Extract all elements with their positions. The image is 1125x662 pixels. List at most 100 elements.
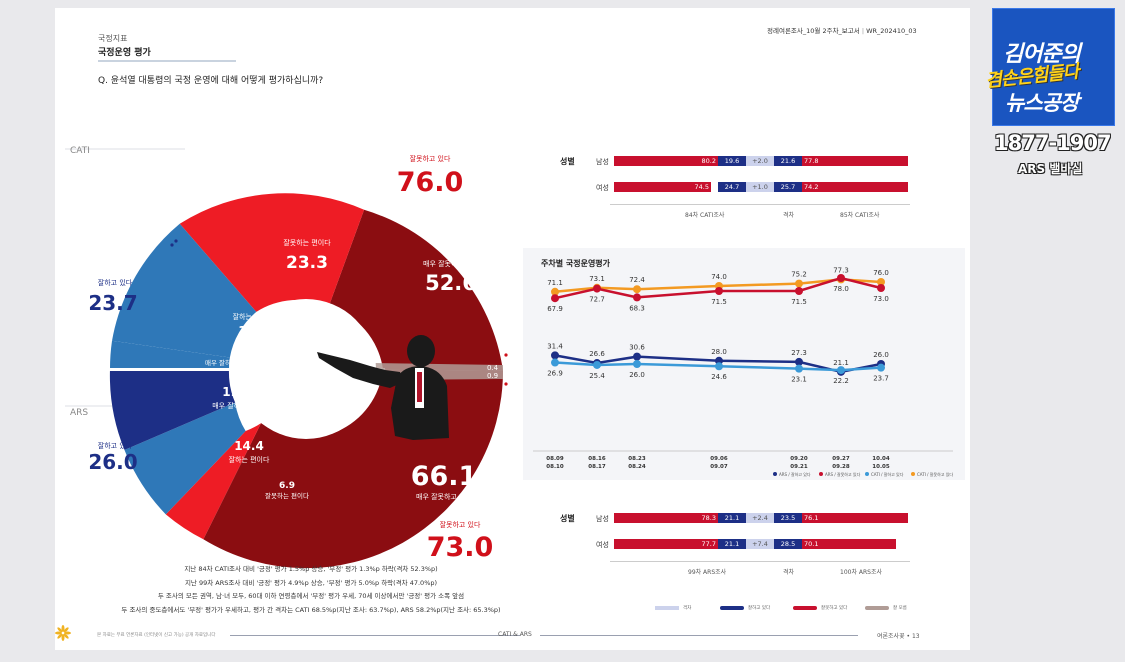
data-label: 23.7 bbox=[873, 375, 889, 383]
footer-disclaimer: 본 자료는 무료 언론자료 (인터넷이 신고 가능) 공개 자료입니다 bbox=[97, 633, 216, 638]
report-ref-name: 정례여론조사_10월 2주차_보고서 bbox=[767, 27, 860, 35]
ars-very-pos-value: 11.7 bbox=[222, 385, 252, 399]
x-tick-label: 08.23 bbox=[628, 456, 646, 462]
data-label: 30.6 bbox=[629, 344, 645, 352]
cati-some-neg-value: 23.3 bbox=[286, 253, 328, 273]
data-point bbox=[551, 287, 559, 296]
data-label: 26.9 bbox=[547, 370, 563, 378]
legend-gap-swatch bbox=[655, 606, 679, 610]
cati-dk-label: 잘 모름 bbox=[512, 364, 525, 372]
data-point bbox=[795, 287, 803, 295]
cati-very-pos-label: 매우 잘하고 있다 bbox=[205, 358, 251, 367]
data-label: 72.4 bbox=[629, 276, 645, 284]
data-point bbox=[633, 352, 641, 361]
bar-female: 77.7 21.1 +7.4 28.5 70.1 bbox=[614, 539, 960, 549]
section-label: 국정지표 bbox=[98, 34, 128, 43]
x-tick-label: 09.28 bbox=[832, 464, 850, 470]
gender-panel-ars: 성별 남성 여성 78.3 21.1 +2.4 23.5 76.1 77.7 2… bbox=[510, 505, 910, 585]
cati-label: CATI bbox=[70, 146, 90, 156]
data-label: 24.6 bbox=[711, 373, 727, 381]
data-label: 71.5 bbox=[791, 298, 807, 306]
data-point bbox=[877, 363, 885, 372]
male-left-pos: 19.6 bbox=[718, 156, 746, 166]
legend-pos-swatch bbox=[720, 606, 744, 610]
legend-swatch bbox=[819, 472, 823, 476]
ars-very-neg-label: 매우 잘못하고 있다 bbox=[416, 492, 473, 501]
ars-very-pos-label: 매우 잘하고 있다 bbox=[212, 401, 262, 410]
note-line: 지난 99차 ARS조사 대비 '긍정' 평가 4.9%p 상승, '부정' 평… bbox=[184, 578, 438, 587]
trend-line-chart: 71.1 73.1 72.4 74.0 75.2 77.3 76.0 67.9 72.7 68.3… bbox=[533, 266, 953, 477]
report-ref-code: WR_202410_03 bbox=[866, 27, 917, 35]
x-tick-label: 10.05 bbox=[872, 464, 890, 470]
male-right-neg: 76.1 bbox=[802, 513, 908, 523]
data-point bbox=[551, 358, 559, 367]
gender-row-male-name: 남성 bbox=[596, 158, 609, 166]
legend-dk-swatch bbox=[865, 606, 889, 610]
legend-label: CATI / 잘못하고 있다 bbox=[917, 471, 953, 477]
ars-neg-total-value: 73.0 bbox=[427, 532, 494, 563]
ars-some-neg-value: 6.9 bbox=[279, 481, 295, 491]
data-label: 26.0 bbox=[629, 371, 645, 379]
x-tick-label: 10.04 bbox=[872, 456, 890, 462]
gender-panel-cati: 성별 남성 여성 80.2 19.6 +2.0 21.6 77.8 74.5 2… bbox=[510, 148, 910, 228]
data-point bbox=[837, 274, 845, 282]
title-underline bbox=[98, 60, 236, 62]
bar-female: 74.5 24.7 +1.0 25.7 74.2 bbox=[614, 182, 960, 192]
data-point bbox=[877, 278, 885, 286]
cati-pos-total-value: 23.7 bbox=[88, 291, 137, 315]
female-left-pos: 21.1 bbox=[718, 539, 746, 549]
ars-some-pos-value: 14.4 bbox=[234, 439, 264, 453]
bar-male: 78.3 21.1 +2.4 23.5 76.1 bbox=[614, 513, 960, 523]
female-diff: +1.0 bbox=[746, 182, 774, 192]
cati-pos-total-label: 잘하고 있다 bbox=[98, 278, 133, 287]
footer-mid: 격차 bbox=[783, 212, 795, 219]
data-label: 78.0 bbox=[833, 285, 849, 293]
female-left-neg: 77.7 bbox=[614, 539, 718, 549]
legend-label: ARS / 잘하고 있다 bbox=[779, 471, 811, 477]
data-label: 67.9 bbox=[547, 305, 563, 313]
female-left-neg: 74.5 bbox=[614, 182, 711, 192]
data-label: 31.4 bbox=[547, 342, 563, 350]
cati-some-pos-label: 잘하는 편이다 bbox=[233, 312, 274, 321]
male-diff: +2.0 bbox=[746, 156, 774, 166]
gender-row-male-name: 남성 bbox=[596, 515, 609, 523]
channel-sub: ARS 밸바실 bbox=[1018, 162, 1083, 176]
footer-flower-logo bbox=[55, 625, 71, 641]
gender-label: 성별 bbox=[560, 514, 575, 523]
data-label: 27.3 bbox=[791, 349, 807, 357]
data-point bbox=[715, 287, 723, 295]
male-left-neg: 78.3 bbox=[614, 513, 718, 523]
cati-very-negative-segment bbox=[328, 209, 503, 371]
gender-label: 성별 bbox=[560, 157, 575, 166]
legend-label: CATI / 잘하고 있다 bbox=[871, 471, 904, 477]
note-line: 지난 84차 CATI조사 대비 '긍정' 평가 1.5%p 상승, '부정' … bbox=[184, 565, 438, 573]
female-diff: +7.4 bbox=[746, 539, 774, 549]
channel-line3: 뉴스공장 bbox=[1005, 91, 1079, 115]
note-line: 두 조사의 중도층에서도 '부정' 평가가 우세하고, 평가 간 격차는 CAT… bbox=[121, 605, 501, 614]
data-label: 74.0 bbox=[711, 273, 727, 281]
data-point bbox=[633, 285, 641, 294]
x-tick-label: 09.21 bbox=[790, 464, 808, 470]
cati-some-pos-value: 17.5 bbox=[238, 324, 268, 338]
data-label: 26.0 bbox=[873, 351, 889, 359]
x-tick-label: 08.24 bbox=[628, 464, 646, 470]
note-line: 두 조사의 모든 권역, 남·녀 모두, 60대 이하 연령층에서 '부정' 평… bbox=[157, 592, 465, 600]
cati-very-positive-segment bbox=[109, 340, 230, 370]
male-left-pos: 21.1 bbox=[718, 513, 746, 523]
footer-page-number: 여론조사꽃 • 13 bbox=[877, 633, 920, 640]
legend-neg-swatch bbox=[793, 606, 817, 610]
footer-right: 85차 CATI조사 bbox=[840, 212, 880, 219]
donut-chart: CATI ARS 잘못하는 편이다 23.3 매우 잘못하고 있다 5 bbox=[65, 146, 525, 569]
cati-some-negative-segment bbox=[179, 193, 365, 312]
legend-swatch bbox=[911, 472, 915, 476]
data-point bbox=[633, 360, 641, 368]
data-label: 68.3 bbox=[629, 304, 645, 312]
data-point bbox=[715, 362, 723, 371]
data-point bbox=[593, 360, 601, 369]
channel-phone: 1877-1907 bbox=[994, 131, 1112, 155]
ars-some-pos-label: 잘하는 편이다 bbox=[229, 455, 270, 464]
bar-male: 80.2 19.6 +2.0 21.6 77.8 bbox=[614, 156, 960, 166]
data-point bbox=[795, 357, 803, 366]
data-label: 22.2 bbox=[833, 377, 849, 385]
ars-pos-total-label: 잘하고 있다 bbox=[98, 441, 133, 450]
